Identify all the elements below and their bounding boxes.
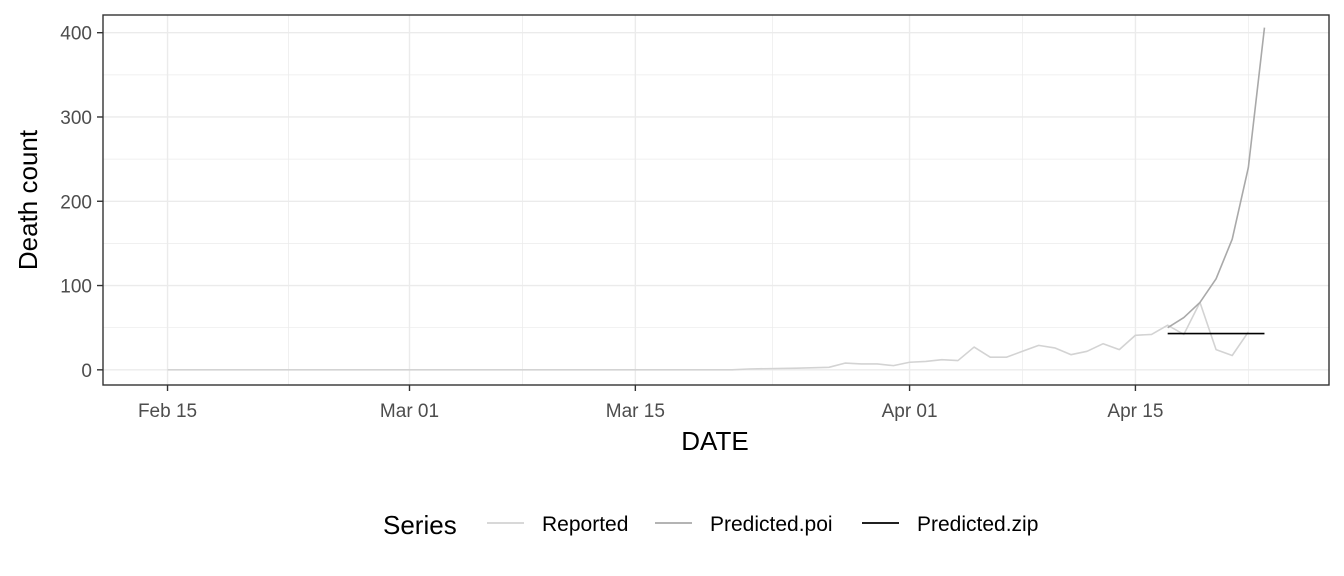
- y-axis: 0 100 200 300 400: [60, 24, 103, 382]
- minor-gridlines: [103, 15, 1329, 385]
- plot-panel: [103, 15, 1329, 385]
- x-tick-label: Apr 15: [1107, 401, 1163, 422]
- legend-label-predicted-zip: Predicted.zip: [917, 513, 1038, 536]
- y-tick-label: 0: [81, 361, 92, 382]
- legend: Series Reported Predicted.poi Predicted.zi…: [383, 510, 1038, 540]
- y-tick-label: 200: [60, 192, 92, 213]
- major-gridlines: [103, 15, 1329, 385]
- y-tick-label: 400: [60, 24, 92, 45]
- series-line-predicted-poi: [1167, 27, 1266, 329]
- x-tick-label: Mar 01: [380, 401, 439, 422]
- panel-outline: [102, 14, 1330, 386]
- y-tick-label: 100: [60, 277, 92, 298]
- legend-title: Series: [383, 510, 457, 540]
- x-axis: Feb 15 Mar 01 Mar 15 Apr 01 Apr 15: [138, 385, 1163, 422]
- x-axis-title: DATE: [681, 426, 748, 456]
- series-line-reported: [167, 301, 1250, 371]
- legend-label-predicted-poi: Predicted.poi: [710, 513, 833, 536]
- series-lines: [167, 27, 1266, 371]
- legend-label-reported: Reported: [542, 513, 628, 536]
- panel-background: [103, 15, 1329, 385]
- panel-border: [102, 14, 1330, 386]
- x-tick-label: Apr 01: [882, 401, 938, 422]
- x-tick-label: Mar 15: [606, 401, 665, 422]
- y-axis-title: Death count: [13, 129, 43, 270]
- x-tick-label: Feb 15: [138, 401, 197, 422]
- y-tick-label: 300: [60, 108, 92, 129]
- legend-items: Reported Predicted.poi Predicted.zip: [487, 513, 1038, 536]
